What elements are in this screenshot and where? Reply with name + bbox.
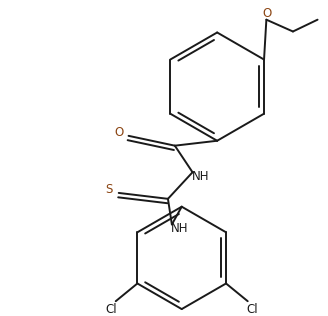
Text: Cl: Cl bbox=[105, 303, 117, 316]
Text: O: O bbox=[263, 7, 272, 20]
Text: O: O bbox=[114, 126, 123, 139]
Text: S: S bbox=[105, 184, 113, 197]
Text: NH: NH bbox=[192, 170, 209, 183]
Text: NH: NH bbox=[171, 222, 189, 235]
Text: Cl: Cl bbox=[247, 303, 258, 316]
